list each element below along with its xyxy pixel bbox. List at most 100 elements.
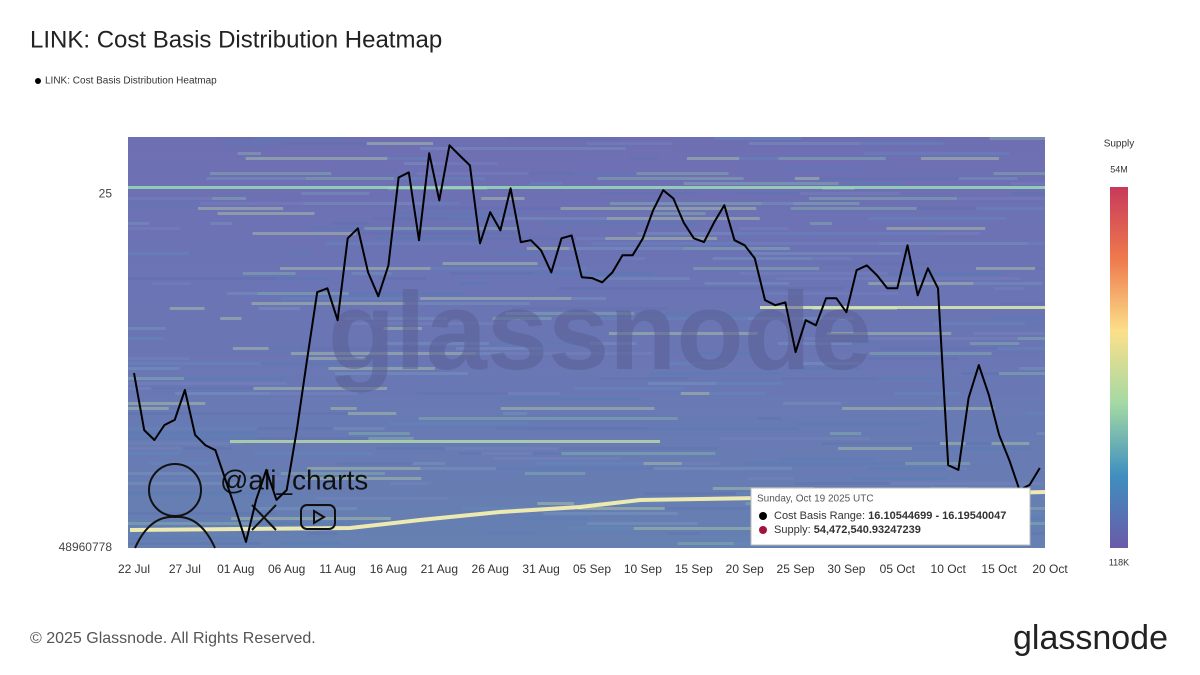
heatmap-texture — [501, 147, 626, 150]
heatmap-texture — [532, 452, 562, 455]
heatmap-texture — [403, 162, 436, 165]
heatmap-texture — [128, 357, 190, 360]
heatmap-texture — [739, 272, 889, 275]
youtube-icon — [313, 509, 326, 525]
heatmap-texture — [586, 142, 673, 145]
heatmap-texture — [804, 337, 962, 340]
heatmap-texture — [1017, 337, 1045, 340]
heatmap-texture — [307, 532, 338, 535]
heatmap-texture — [422, 202, 460, 205]
heatmap-texture — [449, 272, 532, 275]
heatmap-texture — [517, 417, 678, 420]
heatmap-texture — [868, 277, 1021, 280]
tooltip-range: Cost Basis Range: 16.10544699 - 16.19540… — [774, 510, 1006, 522]
heatmap-texture — [325, 242, 483, 245]
heatmap-texture — [524, 472, 586, 475]
heatmap-texture — [268, 347, 301, 350]
x-tick-label: 01 Aug — [217, 562, 254, 576]
heatmap-texture — [442, 262, 538, 265]
x-tick-label: 16 Aug — [370, 562, 407, 576]
legend-label: LINK: Cost Basis Distribution Heatmap — [45, 76, 217, 87]
heatmap-texture — [303, 202, 423, 205]
heatmap-texture — [280, 267, 431, 270]
heatmap-texture — [794, 482, 891, 485]
heatmap-texture — [860, 142, 944, 145]
heatmap-texture — [812, 257, 852, 260]
heatmap-texture — [720, 437, 871, 440]
heatmap-texture — [853, 477, 947, 480]
heatmap-texture — [576, 237, 606, 240]
heatmap-texture — [128, 482, 262, 485]
heatmap-texture — [328, 367, 435, 370]
heatmap-texture — [348, 292, 467, 295]
heatmap-texture — [747, 477, 794, 480]
heatmap-texture — [128, 277, 277, 280]
heatmap-texture — [128, 327, 167, 330]
heatmap-texture — [997, 347, 1045, 350]
heatmap-texture — [251, 302, 406, 305]
heatmap-texture — [781, 377, 876, 380]
heatmap-texture — [378, 277, 427, 280]
heatmap-texture — [281, 542, 341, 545]
heatmap-texture — [245, 157, 388, 160]
heatmap-texture — [128, 387, 152, 390]
heatmap-texture — [591, 242, 750, 245]
heatmap-texture — [292, 252, 313, 255]
heatmap-texture — [810, 222, 833, 225]
heatmap-texture — [475, 352, 505, 355]
heatmap-texture — [487, 532, 535, 535]
heatmap-texture — [648, 382, 717, 385]
heatmap-texture — [605, 237, 718, 240]
heatmap-texture — [1044, 307, 1045, 310]
heatmap-texture — [445, 447, 559, 450]
heatmap-texture — [462, 507, 556, 510]
heatmap-texture — [989, 137, 1045, 140]
heatmap-texture — [916, 207, 977, 210]
heatmap-texture — [512, 307, 668, 310]
heatmap-texture — [128, 377, 184, 380]
heatmap-texture — [1029, 522, 1045, 525]
heatmap-texture — [630, 157, 658, 160]
x-tick-label: 30 Sep — [827, 562, 865, 576]
heatmap-texture — [418, 417, 518, 420]
heatmap-texture — [961, 372, 1000, 375]
heatmap-texture — [128, 337, 165, 340]
heatmap-texture — [531, 272, 653, 275]
heatmap-texture — [636, 172, 729, 175]
heatmap-texture — [300, 347, 456, 350]
heatmap-texture — [653, 467, 793, 470]
heatmap-texture — [686, 157, 740, 160]
heatmap-texture — [128, 252, 190, 255]
heatmap-texture — [537, 502, 575, 505]
heatmap-texture — [128, 197, 213, 200]
heatmap-texture — [351, 272, 392, 275]
heatmap-texture — [868, 282, 974, 285]
heatmap-texture — [257, 437, 369, 440]
heatmap-texture — [778, 157, 886, 160]
heatmap-texture — [253, 387, 388, 390]
heatmap-texture — [276, 277, 328, 280]
price-line — [133, 144, 1041, 543]
heatmap-texture — [507, 392, 560, 395]
heatmap-texture — [905, 462, 971, 465]
heatmap-texture — [128, 382, 287, 385]
heatmap-texture — [599, 377, 689, 380]
heatmap-texture — [571, 297, 606, 300]
heatmap-texture — [593, 277, 690, 280]
heatmap-texture — [499, 217, 607, 220]
heatmap-texture — [216, 137, 253, 140]
heatmap-texture — [589, 342, 637, 345]
heatmap-texture — [869, 352, 992, 355]
heatmap-texture — [419, 207, 561, 210]
heatmap-texture — [316, 497, 450, 500]
heatmap-texture — [199, 202, 304, 205]
heatmap-texture — [387, 157, 432, 160]
heatmap-texture — [128, 137, 1045, 545]
heatmap-texture — [709, 392, 766, 395]
heatmap-texture — [212, 197, 247, 200]
heatmap-texture — [505, 312, 635, 315]
tooltip-supply-value: 54,472,540.93247239 — [814, 524, 921, 536]
heatmap-texture — [128, 227, 181, 230]
heatmap-texture — [128, 427, 257, 430]
heatmap-texture — [606, 217, 760, 220]
